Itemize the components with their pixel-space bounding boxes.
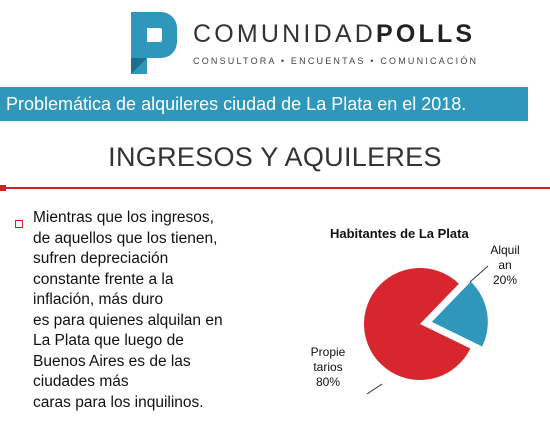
body-paragraph: Mientras que los ingresos, de aquellos q… (33, 208, 283, 413)
comunidad-polls-logo (131, 12, 177, 74)
leader-line (366, 383, 383, 395)
brand-tagline: CONSULTORA • ENCUENTAS • COMUNICACIÓN (193, 56, 479, 66)
pie-label-alquilan: Alquil an 20% (490, 244, 519, 287)
body-line: de aquellos que los tienen, (33, 229, 218, 247)
body-line: constante frente a la (33, 270, 174, 288)
body-line: sufren depreciación (33, 250, 169, 267)
pie-slice-propietarios (364, 268, 471, 380)
leader-line (469, 265, 489, 283)
body-line: ciudades más (33, 373, 129, 390)
topic-banner: Problemática de alquileres ciudad de La … (0, 87, 528, 121)
body-line: Buenos Aires es de las (33, 352, 191, 370)
section-divider (6, 187, 550, 189)
brand-name: COMUNIDADPOLLS (193, 20, 475, 49)
body-line: es para quienes alquilan en (33, 311, 223, 329)
brand-name-regular: COMUNIDAD (193, 20, 376, 48)
body-line: La Plata que luego de (33, 332, 184, 349)
pie-slice-alquilan (431, 281, 488, 347)
section-title: INGRESOS Y AQUILERES (108, 142, 442, 172)
chart-title: Habitantes de La Plata (330, 226, 469, 241)
body-line: caras para los inquilinos. (33, 393, 204, 411)
body-line: inflación, más duro (33, 291, 164, 308)
pie-chart: Alquil an 20% Propie tarios 80% (311, 244, 520, 395)
pie-label-propietarios: Propie tarios 80% (311, 345, 346, 389)
divider-cap (0, 185, 6, 191)
bullet-marker (15, 220, 23, 228)
body-line: Mientras que los ingresos, (33, 209, 214, 226)
brand-name-bold: POLLS (375, 20, 476, 48)
